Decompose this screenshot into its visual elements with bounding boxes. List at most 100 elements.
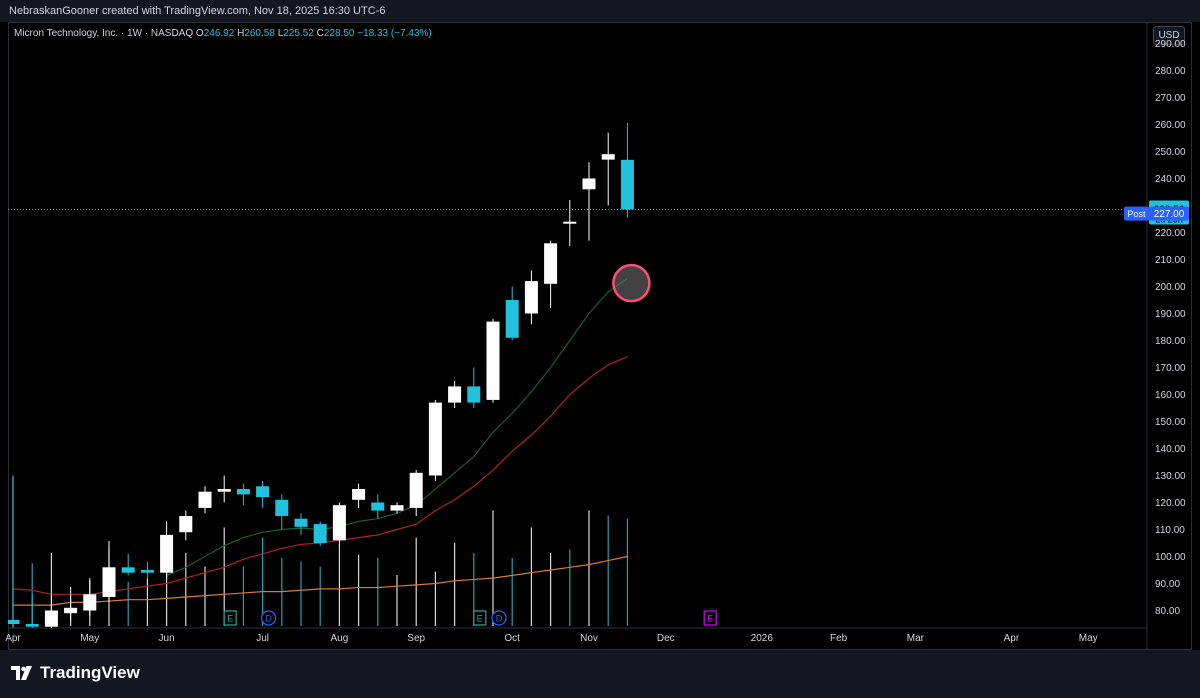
y-tick-label: 280.00: [1155, 66, 1186, 77]
candle-body: [160, 534, 174, 573]
candle-body: [313, 524, 327, 543]
y-tick-label: 150.00: [1155, 417, 1186, 428]
chart-frame[interactable]: [8, 22, 1192, 650]
post-label-tag: [1124, 206, 1149, 221]
candle-body: [563, 221, 577, 224]
post-label: Post: [1127, 209, 1146, 219]
candle-body: [8, 619, 20, 624]
ema-fast-line: [166, 277, 628, 576]
x-tick-label: Dec: [657, 633, 675, 644]
candle-body: [505, 300, 519, 338]
x-tick-label: May: [1079, 633, 1098, 644]
x-tick-label: Apr: [1004, 633, 1020, 644]
y-tick-label: 220.00: [1155, 228, 1186, 239]
x-tick-label: Feb: [830, 633, 848, 644]
candle-body: [620, 159, 634, 210]
low-label: L: [277, 28, 284, 39]
y-tick-label: 120.00: [1155, 498, 1186, 509]
footer-bar: [0, 650, 1200, 698]
highlight-circle: [612, 263, 651, 303]
y-tick-label: 270.00: [1155, 93, 1186, 104]
tradingview-brand: TradingView: [40, 663, 140, 682]
y-tick-label: 240.00: [1155, 174, 1186, 185]
candle-body: [236, 489, 250, 495]
candle-body: [428, 402, 442, 476]
candle-body: [25, 624, 39, 627]
close-value: 228.50: [323, 28, 355, 39]
event-marker: [261, 610, 277, 626]
symbol-name[interactable]: Micron Technology, Inc. · 1W · NASDAQ: [14, 28, 194, 39]
y-tick-label: 130.00: [1155, 471, 1186, 482]
tradingview-logo-icon: [11, 666, 32, 680]
y-tick-label: 190.00: [1155, 309, 1186, 320]
post-price-label: 227.00: [1154, 209, 1185, 220]
candle-body: [140, 570, 154, 573]
x-tick-label: May: [80, 633, 99, 644]
candle-body: [409, 472, 423, 508]
close-label: C: [316, 28, 324, 39]
candle-body: [64, 607, 78, 614]
symbol-legend: Micron Technology, Inc. · 1W · NASDAQ O2…: [14, 28, 432, 39]
high-label: H: [237, 28, 245, 39]
currency-button[interactable]: USD: [1153, 26, 1185, 45]
event-marker: [703, 610, 717, 626]
high-value: 260.58: [244, 28, 275, 39]
y-tick-label: 140.00: [1155, 444, 1186, 455]
top-bar: NebraskanGooner created with TradingView…: [0, 0, 1200, 22]
candle-body: [198, 491, 212, 508]
low-value: 225.52: [283, 28, 314, 39]
x-tick-label: Jul: [256, 633, 269, 644]
y-tick-label: 110.00: [1155, 525, 1185, 536]
y-tick-label: 160.00: [1155, 390, 1186, 401]
candle-body: [486, 321, 500, 400]
candle-body: [275, 499, 289, 516]
tradingview-logo[interactable]: TradingView: [10, 663, 140, 683]
event-marker: [223, 610, 237, 626]
candle-body: [83, 594, 97, 611]
y-tick-label: 180.00: [1155, 336, 1186, 347]
change-value: −18.33 (−7.43%): [357, 28, 432, 39]
candle-body: [121, 567, 135, 573]
ema-mid-line: [12, 356, 628, 595]
x-tick-label: 2026: [751, 633, 774, 644]
candle-body: [294, 518, 308, 527]
y-tick-label: 100.00: [1155, 552, 1186, 563]
y-tick-label: 80.00: [1155, 606, 1180, 617]
event-marker: [491, 610, 507, 626]
event-marker-label: E: [707, 614, 713, 624]
candle-body: [102, 567, 116, 597]
ema-slow-line: [13, 555, 628, 606]
candle-body: [217, 489, 231, 492]
event-marker-label: D: [265, 614, 272, 624]
y-tick-label: 250.00: [1155, 147, 1186, 158]
candle-body: [601, 154, 615, 160]
candle-body: [352, 489, 366, 500]
x-tick-label: Mar: [907, 633, 925, 644]
x-tick-label: Apr: [5, 633, 21, 644]
x-tick-label: Nov: [580, 633, 598, 644]
event-marker-label: D: [496, 614, 503, 624]
x-tick-label: Sep: [407, 633, 425, 644]
y-tick-label: 170.00: [1155, 363, 1186, 374]
candle-body: [256, 486, 270, 498]
candle-body: [371, 502, 385, 511]
event-marker: [473, 610, 487, 626]
x-tick-label: Jun: [159, 633, 175, 644]
y-tick-label: 90.00: [1155, 579, 1180, 590]
price-chart[interactable]: E D E D E 80.00 90.00 100.00 110.00 120.00 130.00 1…: [0, 0, 1200, 650]
candle-body: [582, 178, 596, 190]
open-value: 246.92: [203, 28, 235, 39]
y-tick-label: 260.00: [1155, 120, 1186, 131]
post-price-tag: [1149, 206, 1189, 221]
candle-body: [544, 243, 558, 284]
candle-body: [179, 516, 193, 533]
candle-body: [332, 505, 346, 541]
x-tick-label: Aug: [331, 633, 349, 644]
y-tick-label: 290.00: [1155, 39, 1186, 50]
attribution-text: NebraskanGooner created with TradingView…: [9, 5, 386, 17]
open-label: O: [195, 28, 204, 39]
y-tick-label: 200.00: [1155, 282, 1186, 293]
event-marker-label: E: [477, 614, 483, 624]
x-tick-label: Oct: [504, 633, 520, 644]
candle-body: [390, 505, 404, 511]
